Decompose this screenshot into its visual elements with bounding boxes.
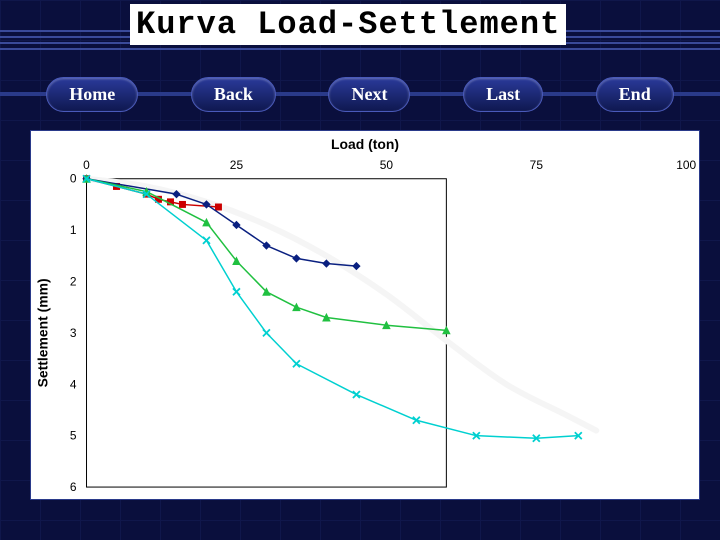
y-tick-label: 4 bbox=[70, 377, 77, 391]
y-tick-label: 1 bbox=[70, 223, 77, 237]
x-tick-label: 100 bbox=[676, 158, 696, 172]
page-title: Kurva Load-Settlement bbox=[130, 4, 566, 45]
y-tick-label: 2 bbox=[70, 274, 77, 288]
y-tick-label: 5 bbox=[70, 429, 77, 443]
y-axis-title: Settlement (mm) bbox=[35, 278, 51, 387]
x-tick-label: 50 bbox=[380, 158, 394, 172]
y-tick-label: 6 bbox=[70, 480, 77, 494]
y-tick-label: 0 bbox=[70, 172, 77, 186]
chart-container: Load (ton) Settlement (mm) 0 25 50 75 100 0 1 2 3 4… bbox=[30, 130, 700, 500]
y-tick-label: 3 bbox=[70, 326, 77, 340]
x-tick-label: 25 bbox=[230, 158, 244, 172]
nav-home-button[interactable]: Home bbox=[46, 77, 138, 112]
nav-last-button[interactable]: Last bbox=[463, 77, 543, 112]
x-tick-label: 0 bbox=[83, 158, 90, 172]
nav-end-button[interactable]: End bbox=[596, 77, 674, 112]
x-axis-title: Load (ton) bbox=[331, 136, 399, 152]
nav-bar: Home Back Next Last End bbox=[0, 72, 720, 116]
nav-back-button[interactable]: Back bbox=[191, 77, 276, 112]
x-tick-label: 75 bbox=[530, 158, 544, 172]
load-settlement-chart: Load (ton) Settlement (mm) 0 25 50 75 100 0 1 2 3 4… bbox=[30, 130, 700, 500]
nav-next-button[interactable]: Next bbox=[328, 77, 410, 112]
